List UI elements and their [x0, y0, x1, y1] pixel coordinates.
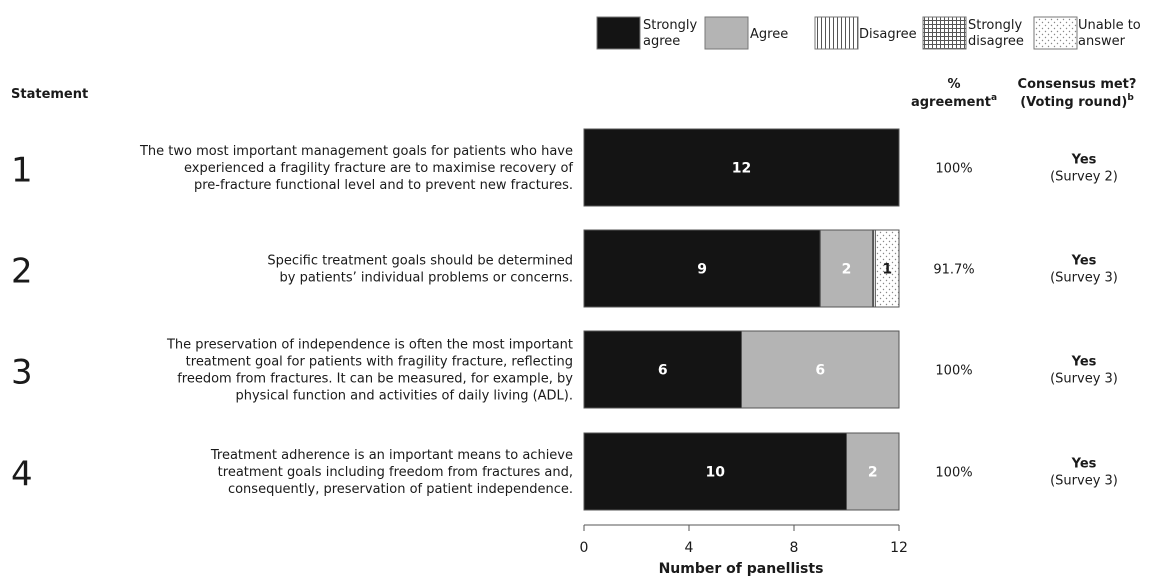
legend-swatch	[922, 16, 967, 50]
voting-round: (Survey 2)	[1050, 170, 1118, 185]
statement-rows: 1 The two most important management goals…	[11, 144, 1118, 497]
bar-segment	[741, 330, 900, 409]
statement-row: 2 Specific treatment goals should be dete…	[11, 252, 1118, 292]
legend-label: Strongly	[968, 18, 1022, 33]
agreement-percent: 100%	[935, 162, 972, 177]
consensus-header-line-2: (Voting round)b	[1020, 93, 1134, 110]
statement-number: 4	[11, 455, 33, 495]
legend-swatch	[1033, 16, 1078, 50]
legend-label: disagree	[968, 34, 1024, 49]
statement-text: experienced a fragility fracture are to …	[184, 161, 573, 176]
bar-segment	[583, 432, 847, 511]
consensus-header-line-1: Consensus met?	[1018, 77, 1137, 92]
legend-label: Agree	[750, 27, 788, 42]
bar-segment	[874, 229, 900, 308]
consensus-value: Yes	[1071, 153, 1097, 168]
bar-segment	[583, 330, 742, 409]
agreement-percent: 91.7%	[933, 263, 974, 278]
x-tick-label: 4	[685, 540, 694, 556]
statement-text: freedom from fractures. It can be measur…	[177, 372, 573, 387]
statement-text: treatment goal for patients with fragili…	[186, 355, 573, 370]
bar-segment	[846, 432, 900, 511]
bars-area: 12 9 2 1 6 6 10 2	[583, 128, 900, 511]
legend-label: Disagree	[859, 27, 917, 42]
statement-text: Specific treatment goals should be deter…	[267, 254, 573, 269]
statement-text: physical function and activities of dail…	[236, 389, 574, 404]
statement-text: by patients’ individual problems or conc…	[280, 271, 573, 286]
statement-header: Statement	[11, 87, 88, 102]
consensus-value: Yes	[1071, 457, 1097, 472]
statement-row: 3 The preservation of independence is oft…	[11, 338, 1118, 404]
voting-round: (Survey 3)	[1050, 474, 1118, 489]
bar-data-label: 10	[706, 465, 726, 481]
statement-number: 1	[11, 151, 33, 191]
bar-data-label: 6	[658, 363, 668, 379]
bar-segment	[819, 229, 874, 308]
x-tick-label: 0	[580, 540, 589, 556]
x-axis-title: Number of panellists	[659, 561, 824, 577]
voting-round: (Survey 3)	[1050, 372, 1118, 387]
legend-label: Strongly	[643, 18, 697, 33]
statement-row: 1 The two most important management goals…	[11, 144, 1118, 193]
statement-text: treatment goals including freedom from f…	[218, 465, 573, 480]
statement-number: 2	[11, 252, 33, 292]
bar-data-label: 6	[815, 363, 825, 379]
consensus-value: Yes	[1071, 355, 1097, 370]
statement-text: Treatment adherence is an important mean…	[210, 448, 573, 463]
agreement-percent: 100%	[935, 364, 972, 379]
bar-data-label: 1	[882, 262, 892, 278]
legend-item: Agree	[704, 16, 788, 50]
x-tick-label: 12	[890, 540, 908, 556]
x-tick-label: 8	[790, 540, 799, 556]
statement-text: consequently, preservation of patient in…	[228, 482, 573, 497]
consensus-value: Yes	[1071, 254, 1097, 269]
statement-text: The preservation of independence is ofte…	[166, 338, 573, 353]
legend-label: agree	[643, 34, 680, 49]
legend-swatch	[814, 16, 859, 50]
statement-text: The two most important management goals …	[139, 144, 573, 159]
statement-number: 3	[11, 353, 33, 393]
legend-swatch	[596, 16, 641, 50]
agreement-header-line-2: agreementa	[911, 93, 997, 110]
agreement-header-line-1: %	[947, 77, 960, 92]
legend-label: answer	[1078, 34, 1126, 49]
legend-item: Disagree	[814, 16, 917, 50]
bar-segment	[583, 128, 900, 207]
bar-data-label: 2	[868, 465, 878, 481]
statement-row: 4 Treatment adherence is an important mea…	[11, 448, 1118, 497]
bar-segment	[583, 229, 821, 308]
legend-label: Unable to	[1078, 18, 1141, 33]
bar-data-label: 9	[697, 262, 707, 278]
bar-data-label: 12	[732, 161, 751, 177]
x-axis: 0 4 8 12	[580, 524, 908, 556]
agreement-percent: 100%	[935, 466, 972, 481]
bar-data-label: 2	[842, 262, 852, 278]
statement-text: pre-fracture functional level and to pre…	[194, 178, 573, 193]
legend-swatch	[704, 16, 749, 50]
voting-round: (Survey 3)	[1050, 271, 1118, 286]
